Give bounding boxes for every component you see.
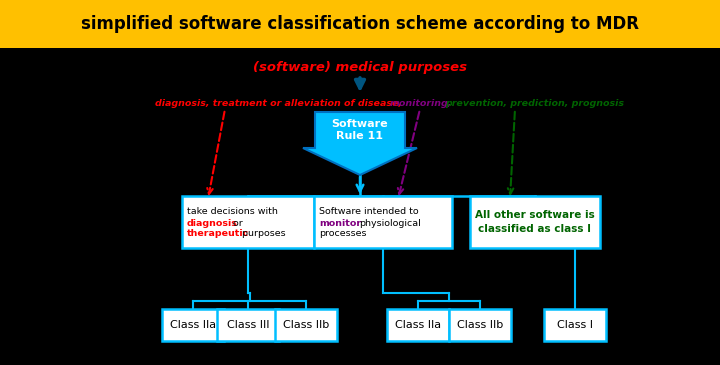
- FancyBboxPatch shape: [162, 309, 224, 341]
- Text: or: or: [230, 219, 243, 227]
- Text: Class I: Class I: [557, 320, 593, 330]
- Text: Class IIb: Class IIb: [283, 320, 329, 330]
- Text: processes: processes: [319, 230, 366, 238]
- Text: simplified software classification scheme according to MDR: simplified software classification schem…: [81, 15, 639, 33]
- Polygon shape: [303, 112, 417, 175]
- Text: take decisions with: take decisions with: [187, 207, 278, 216]
- Text: diagnosis: diagnosis: [187, 219, 238, 227]
- FancyBboxPatch shape: [182, 196, 314, 248]
- FancyBboxPatch shape: [470, 196, 600, 248]
- FancyBboxPatch shape: [0, 0, 720, 48]
- Text: Class IIa: Class IIa: [170, 320, 216, 330]
- Text: All other software is
classified as class I: All other software is classified as clas…: [475, 210, 595, 234]
- FancyBboxPatch shape: [275, 309, 337, 341]
- Text: monitor: monitor: [319, 219, 361, 227]
- Text: purposes: purposes: [239, 230, 286, 238]
- Text: Class III: Class III: [227, 320, 269, 330]
- Text: physiological: physiological: [359, 219, 420, 227]
- Text: monitoring,: monitoring,: [390, 100, 452, 108]
- Text: therapeutic: therapeutic: [187, 230, 249, 238]
- Text: (software) medical purposes: (software) medical purposes: [253, 61, 467, 74]
- FancyBboxPatch shape: [449, 309, 511, 341]
- Text: Class IIb: Class IIb: [457, 320, 503, 330]
- FancyBboxPatch shape: [387, 309, 449, 341]
- Text: Software intended to: Software intended to: [319, 207, 418, 216]
- FancyBboxPatch shape: [544, 309, 606, 341]
- FancyBboxPatch shape: [217, 309, 279, 341]
- FancyBboxPatch shape: [314, 196, 452, 248]
- Text: prevention, prediction, prognosis: prevention, prediction, prognosis: [445, 100, 624, 108]
- Text: diagnosis, treatment or alleviation of disease,: diagnosis, treatment or alleviation of d…: [155, 100, 402, 108]
- Text: Software
Rule 11: Software Rule 11: [332, 119, 388, 141]
- Text: Class IIa: Class IIa: [395, 320, 441, 330]
